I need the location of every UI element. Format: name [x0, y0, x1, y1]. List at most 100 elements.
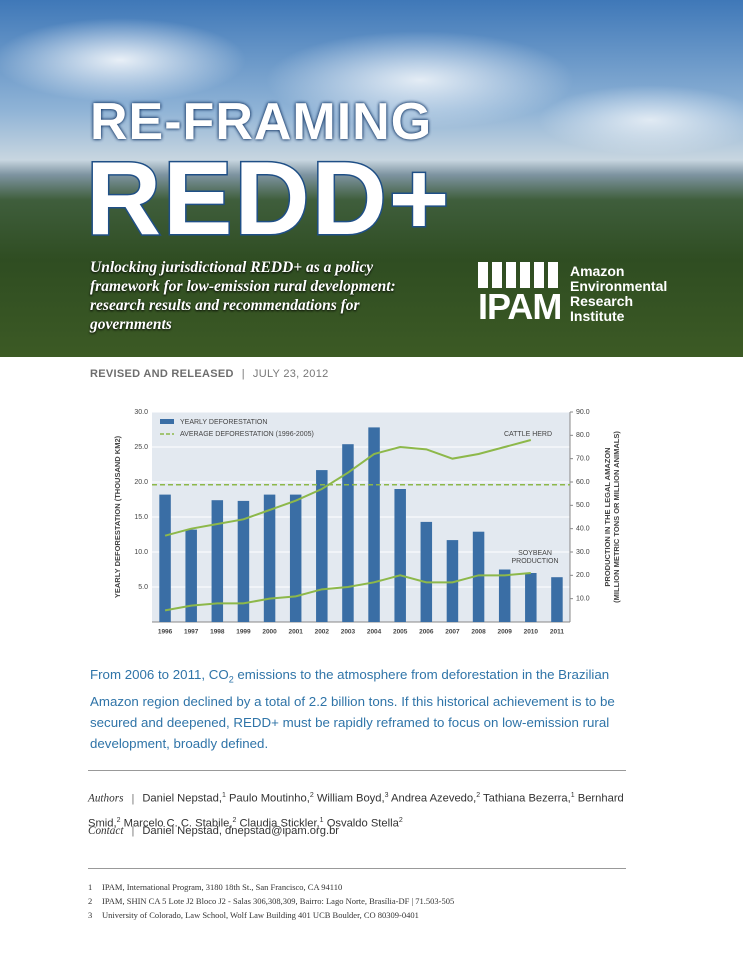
title-line: RE-FRAMING	[90, 93, 433, 151]
release-line: REVISED AND RELEASED | JULY 23, 2012	[90, 368, 329, 380]
bar	[342, 444, 354, 622]
logo-line: Amazon	[570, 263, 625, 279]
logo-line: Institute	[570, 308, 625, 324]
authors-label: Authors	[88, 792, 124, 805]
summary: From 2006 to 2011, CO2 emissions to the …	[90, 664, 650, 754]
logo-acronym: IPAM	[478, 286, 562, 327]
bar	[472, 531, 485, 622]
bar	[316, 470, 328, 622]
logo-line: Research	[570, 293, 634, 309]
bar	[551, 577, 563, 622]
bar	[368, 427, 380, 622]
author-name: Claudia Stickler,	[239, 817, 320, 830]
affiliation: 2	[232, 816, 237, 824]
bar	[525, 573, 537, 622]
title-line: REDD+	[84, 140, 452, 259]
y-tick-label: 25.0	[134, 444, 148, 451]
author-name: Daniel Nepstad,	[142, 792, 222, 805]
bar	[420, 521, 433, 622]
footnotes: 1 IPAM, International Program, 3180 18th …	[88, 880, 454, 922]
x-tick-label: 2008	[471, 629, 486, 636]
footnote: 3 University of Colorado, Law School, Wol…	[88, 908, 454, 922]
x-tick-label: 2005	[393, 629, 408, 636]
x-tick-label: 1996	[158, 629, 173, 636]
x-tick-label: 2002	[315, 629, 330, 636]
x-tick-label: 2011	[550, 629, 564, 636]
y2-tick-label: 40.0	[576, 526, 590, 533]
legend-label: YEARLY DEFORESTATION	[180, 419, 267, 426]
author-name: Osvaldo Stella	[326, 817, 399, 830]
logo-icons	[478, 262, 562, 288]
affiliation: 2	[398, 816, 403, 824]
y2-tick-label: 20.0	[576, 572, 590, 579]
author-name: Paulo Moutinho,	[228, 792, 310, 805]
x-tick-label: 2010	[524, 629, 539, 636]
affiliation: 1	[319, 816, 324, 824]
footnote-number: 3	[88, 910, 93, 920]
divider	[88, 868, 626, 869]
footnote-number: 2	[88, 896, 93, 906]
x-tick-label: 1999	[236, 629, 251, 636]
bar	[211, 500, 224, 622]
x-tick-label: 1997	[184, 629, 199, 636]
summary-text: From 2006 to 2011, CO	[90, 667, 229, 682]
affiliation: 1	[221, 792, 226, 799]
footnote-number: 1	[88, 882, 93, 892]
line	[164, 439, 532, 537]
author-name: William Boyd,	[316, 792, 385, 805]
affiliation: 2	[476, 792, 481, 799]
bar	[185, 529, 197, 622]
subscript: 2	[228, 674, 234, 685]
annotation: CATTLE HERD	[504, 431, 552, 438]
y-axis-label: YEARLY DEFORESTATION (THOUSAND KM2)	[113, 435, 122, 598]
y-tick-label: 30.0	[134, 409, 148, 416]
x-tick-label: 1998	[210, 629, 225, 636]
y-tick-label: 5.0	[138, 584, 148, 591]
bar	[446, 540, 459, 622]
divider	[88, 770, 626, 771]
y2-tick-label: 60.0	[576, 479, 590, 486]
x-tick-label: 2007	[445, 629, 460, 636]
affiliation: 2	[116, 816, 121, 824]
contact: Contact | Daniel Nepstad, dnepstad@ipam.or…	[88, 825, 340, 837]
logo-line: Environmental	[570, 278, 668, 294]
footnote-text: IPAM, International Program, 3180 18th S…	[102, 882, 343, 892]
logo: IPAM Amazon Environmental Research Insti…	[478, 262, 688, 327]
y-tick-label: 10.0	[134, 549, 148, 556]
y2-axis-label: (MILLION METRIC TONS OR MILLION ANIMALS)	[612, 431, 621, 603]
bar	[289, 494, 302, 622]
contact-label: Contact	[88, 825, 124, 837]
bar	[394, 489, 406, 622]
summary-text: emissions to the atmosphere from defores…	[90, 667, 615, 751]
footnote: 1 IPAM, International Program, 3180 18th …	[88, 880, 454, 894]
y2-axis-label: PRODUCTION IN THE LEGAL AMAZON	[603, 447, 612, 586]
authors: Authors | Daniel Nepstad,1 Paulo Moutinho,…	[88, 792, 624, 830]
bar	[263, 494, 276, 622]
author-name: Marcelo C. C. Stabile,	[123, 817, 233, 830]
bar	[159, 494, 171, 622]
annotation: PRODUCTION	[511, 558, 558, 565]
y-tick-label: 15.0	[134, 514, 148, 521]
bar	[498, 569, 511, 622]
annotation: SOYBEAN	[518, 550, 552, 557]
affiliation: 3	[384, 792, 389, 799]
subtitle: Unlocking jurisdictional REDD+ as a poli…	[90, 259, 396, 333]
x-tick-label: 2003	[341, 629, 356, 636]
x-tick-label: 2009	[497, 629, 512, 636]
y2-tick-label: 10.0	[576, 596, 590, 603]
chart: 5.0 10.0 15.0 20.0 25.0 30.0 10.0 20.0 30.0 40.0 5…	[113, 409, 621, 636]
affiliation: 2	[309, 792, 314, 799]
bar	[237, 500, 250, 622]
line	[164, 572, 531, 612]
x-tick-label: 2006	[419, 629, 434, 636]
footnote-text: University of Colorado, Law School, Wolf…	[102, 910, 419, 920]
contact-text: Daniel Nepstad, dnepstad@ipam.org.br	[142, 825, 340, 837]
y2-tick-label: 80.0	[576, 432, 590, 439]
status: REVISED AND RELEASED	[90, 368, 234, 380]
logo-name: Amazon Environmental Research Institute	[570, 264, 667, 324]
y-tick-label: 20.0	[134, 479, 148, 486]
y2-tick-label: 70.0	[576, 456, 590, 463]
author-name: Tathiana Bezerra,	[483, 792, 571, 805]
footnote-text: IPAM, SHIN CA 5 Lote J2 Bloco J2 - Salas…	[102, 896, 455, 906]
